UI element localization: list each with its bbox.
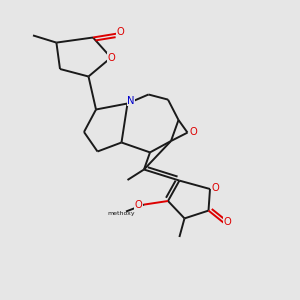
Text: O: O	[135, 200, 142, 210]
Text: N: N	[127, 95, 135, 106]
Text: O: O	[116, 27, 124, 37]
Text: O: O	[212, 183, 219, 194]
Text: O: O	[190, 127, 197, 137]
Text: O: O	[223, 217, 231, 227]
Text: methoxy: methoxy	[108, 211, 135, 215]
Text: O: O	[107, 52, 115, 63]
